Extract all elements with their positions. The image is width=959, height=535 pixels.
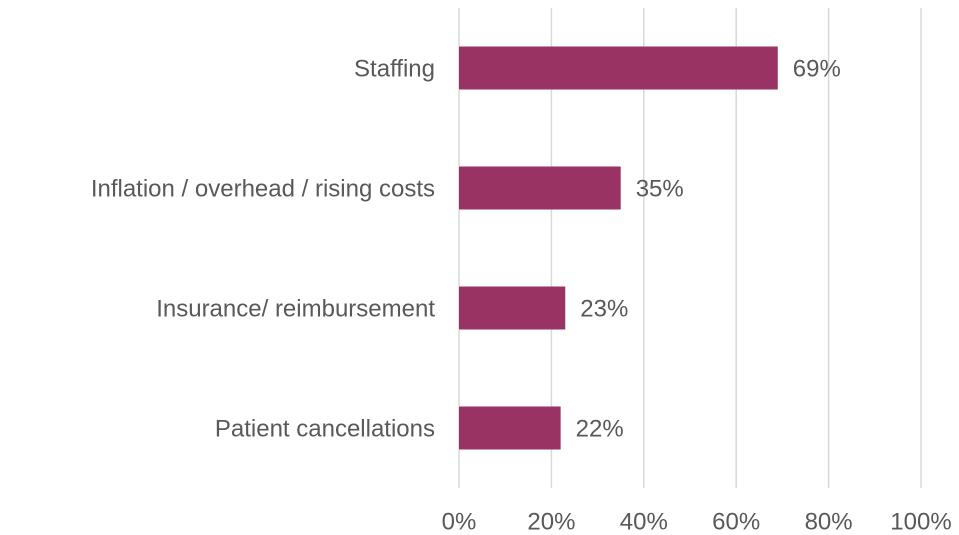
bar (459, 166, 621, 210)
bar (459, 46, 778, 90)
x-tick-label: 40% (620, 508, 668, 535)
data-label: 23% (580, 295, 628, 322)
y-tick-label: Staffing (354, 55, 435, 82)
x-tick-label: 100% (890, 508, 951, 535)
x-tick-label: 80% (805, 508, 853, 535)
x-tick-label: 20% (527, 508, 575, 535)
y-tick-label: Inflation / overhead / rising costs (91, 175, 435, 202)
bar (459, 406, 561, 450)
data-label: 69% (793, 55, 841, 82)
y-tick-label: Patient cancellations (215, 415, 435, 442)
x-tick-label: 60% (712, 508, 760, 535)
data-label: 35% (636, 175, 684, 202)
data-label: 22% (576, 415, 624, 442)
x-tick-label: 0% (442, 508, 477, 535)
bar (459, 286, 566, 330)
y-tick-label: Insurance/ reimbursement (156, 295, 435, 322)
